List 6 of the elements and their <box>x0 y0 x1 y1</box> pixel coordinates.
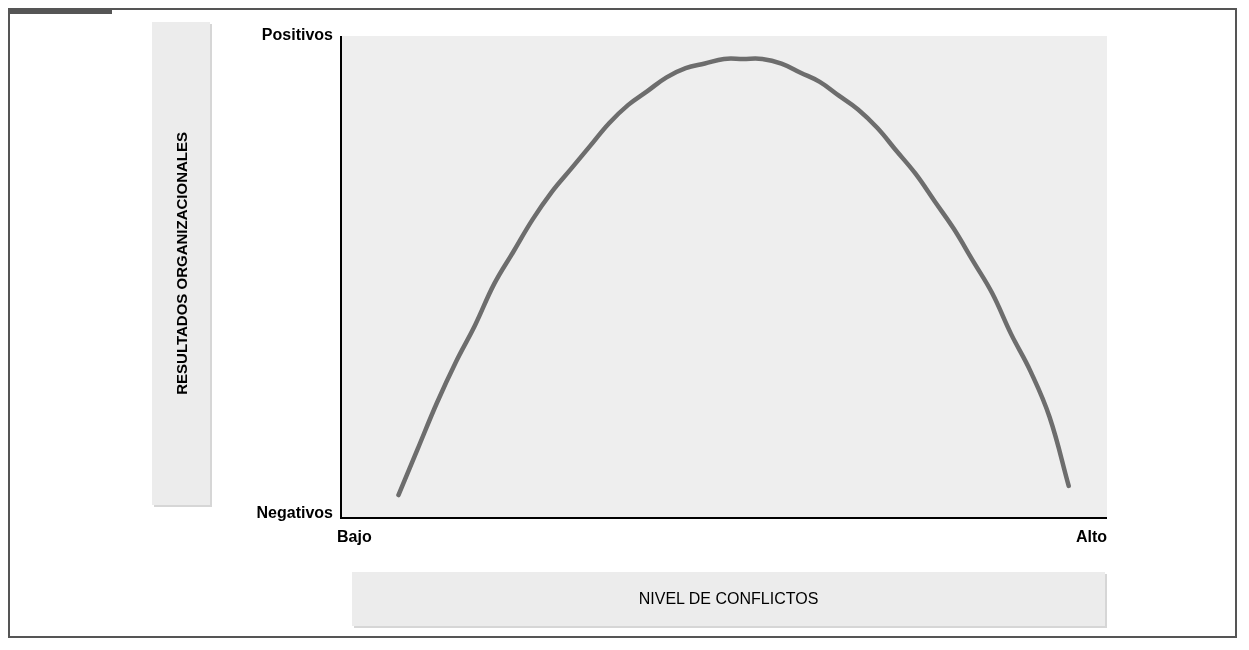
text: Negativos <box>256 504 334 522</box>
x-axis-title: NIVEL DE CONFLICTOS <box>638 590 819 608</box>
text: Positivos <box>261 26 334 44</box>
text: Alto <box>1075 528 1108 546</box>
text: RESULTADOS ORGANIZACIONALES <box>172 132 190 395</box>
text: Bajo <box>337 528 372 546</box>
